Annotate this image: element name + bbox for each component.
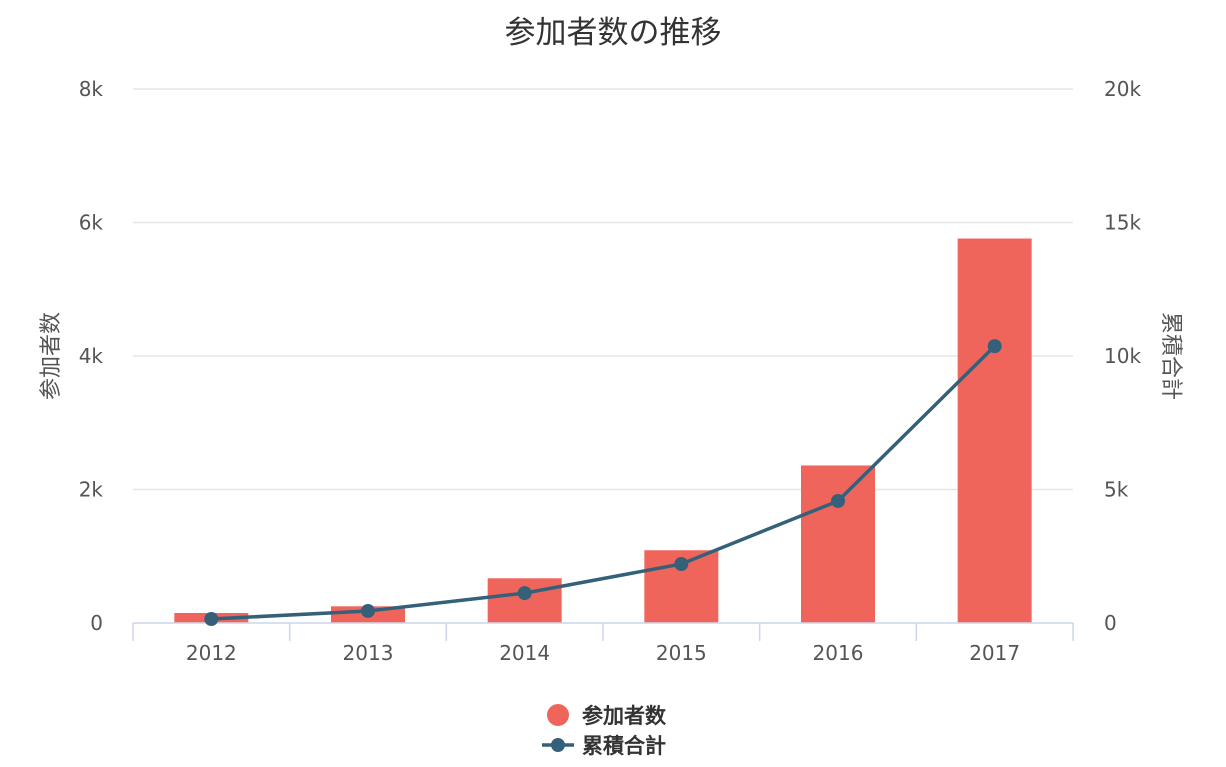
line-point bbox=[361, 603, 375, 618]
y-left-tick-label: 0 bbox=[90, 611, 103, 635]
y-right-tick-label: 20k bbox=[1104, 77, 1141, 101]
x-axis: 2012 2013 2014 2015 2016 2017 bbox=[132, 622, 1074, 665]
y-left-tick-label: 2k bbox=[79, 478, 104, 502]
series-line bbox=[211, 344, 996, 621]
legend-label-cumulative: 累積合計 bbox=[582, 734, 666, 758]
x-tick-label: 2013 bbox=[343, 641, 394, 665]
line-point bbox=[674, 556, 689, 571]
x-tick-label: 2012 bbox=[186, 641, 237, 665]
legend-line-point-marker bbox=[551, 738, 565, 752]
y-right-tick-label: 0 bbox=[1104, 611, 1117, 635]
y-axis-right: 0 5k 10k 15k 20k bbox=[1104, 77, 1141, 635]
x-tick-label: 2017 bbox=[969, 641, 1020, 665]
y-axis-right-title: 累積合計 bbox=[1158, 312, 1183, 400]
legend-item-cumulative[interactable]: 累積合計 bbox=[542, 734, 666, 758]
line-point bbox=[204, 611, 219, 626]
chart-title: 参加者数の推移 bbox=[505, 15, 722, 51]
line-point bbox=[517, 586, 532, 601]
y-axis-left-title: 参加者数 bbox=[39, 312, 64, 400]
y-right-tick-label: 15k bbox=[1104, 211, 1141, 235]
y-right-tick-label: 5k bbox=[1104, 478, 1129, 502]
y-left-tick-label: 6k bbox=[79, 211, 104, 235]
legend-label-participants: 参加者数 bbox=[582, 704, 667, 728]
grid-lines bbox=[133, 88, 1073, 491]
legend: 参加者数 累積合計 bbox=[542, 704, 667, 758]
x-tick-label: 2014 bbox=[499, 641, 550, 665]
line-point bbox=[987, 339, 1002, 354]
y-axis-left: 0 2k 4k 6k 8k bbox=[79, 77, 104, 635]
y-right-tick-label: 10k bbox=[1104, 344, 1141, 368]
line-series bbox=[204, 339, 1002, 626]
bar bbox=[957, 238, 1032, 623]
line-point bbox=[831, 493, 845, 508]
legend-bar-marker bbox=[547, 704, 569, 726]
y-left-tick-label: 8k bbox=[79, 77, 104, 101]
bar bbox=[801, 465, 875, 623]
x-tick-label: 2015 bbox=[656, 641, 707, 665]
x-tick-label: 2016 bbox=[813, 641, 864, 665]
y-left-tick-label: 4k bbox=[79, 344, 104, 368]
bar bbox=[487, 578, 562, 623]
bar-series bbox=[174, 238, 1032, 623]
legend-item-participants[interactable]: 参加者数 bbox=[547, 704, 667, 728]
